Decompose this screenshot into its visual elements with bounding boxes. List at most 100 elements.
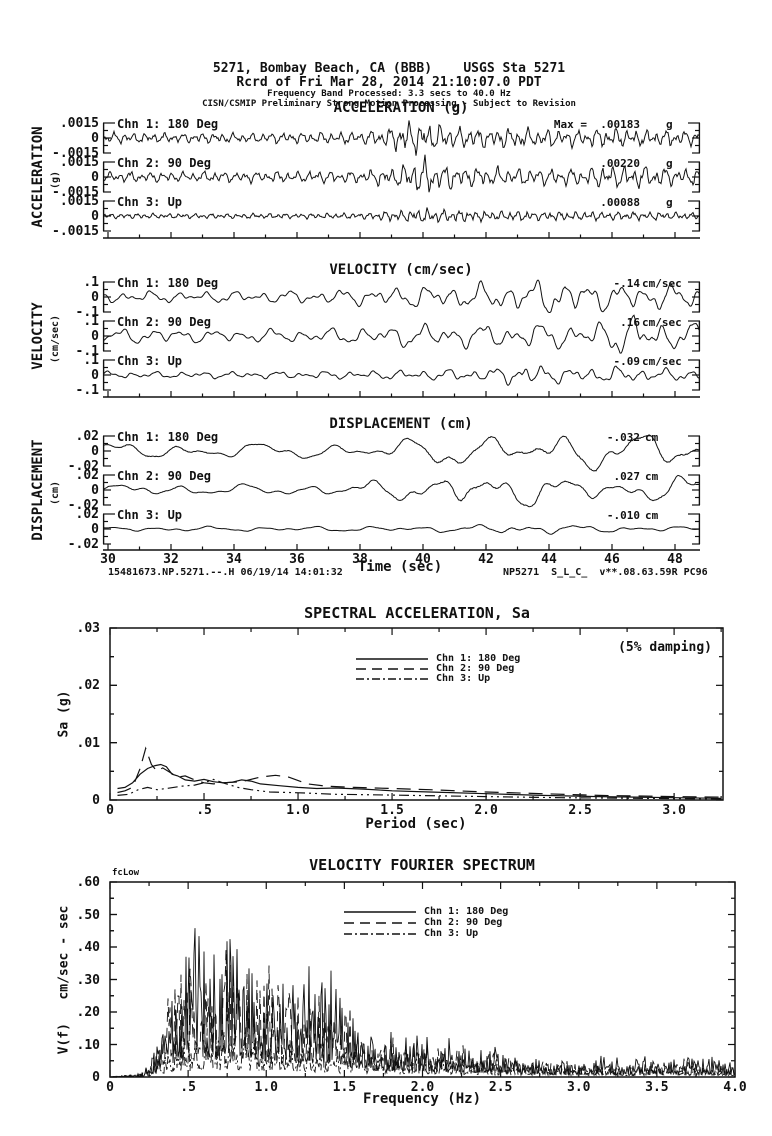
channel-label: Chn 1: 180 Deg <box>117 276 219 290</box>
peak-unit-label: cm <box>645 509 659 522</box>
trace-y-tick-label: .0015 <box>59 155 99 170</box>
time-tick-label: 38 <box>352 552 368 567</box>
peak-value-label: .027 <box>613 470 641 483</box>
time-tick-label: 40 <box>415 552 431 567</box>
peak-unit-label: cm/sec <box>642 316 682 329</box>
fourier-plot-title: VELOCITY FOURIER SPECTRUM <box>309 856 535 874</box>
velocity-traces-plot <box>102 279 701 398</box>
time-axis-label: Time (sec) <box>357 559 443 575</box>
peak-unit-label: g <box>666 157 673 170</box>
trace-y-tick-label: -.02 <box>67 537 99 552</box>
fourier-x-tick-label: 0 <box>106 1080 114 1095</box>
peak-unit-label: cm/sec <box>642 277 682 290</box>
trace-y-tick-label: 0 <box>91 522 99 537</box>
channel-label: Chn 3: Up <box>117 508 183 522</box>
record-timestamp: Rcrd of Fri Mar 28, 2014 21:10:07.0 PDT <box>236 75 542 90</box>
peak-value-label: -.032 <box>606 431 640 444</box>
legend-label: Chn 2: 90 Deg <box>436 663 515 674</box>
sa-x-tick-label: 2.0 <box>474 803 498 818</box>
fourier-y-tick-label: .10 <box>76 1037 100 1053</box>
trace-y-tick-label: .1 <box>83 353 99 368</box>
acceleration-traces-plot <box>102 120 701 239</box>
trace-y-tick-label: 0 <box>91 483 99 498</box>
spectral-acceleration-plot <box>109 627 724 801</box>
trace-y-tick-label: -.1 <box>75 344 99 359</box>
time-tick-label: 42 <box>478 552 494 567</box>
fourier-y-tick-label: .50 <box>76 907 100 923</box>
station-title: 5271, Bombay Beach, CA (BBB) USGS Sta 52… <box>212 61 566 76</box>
sa-y-tick-label: .02 <box>76 678 100 694</box>
trace-y-tick-label: 0 <box>91 209 99 224</box>
peak-unit-label: g <box>666 196 673 209</box>
fourier-x-tick-label: 2.5 <box>488 1080 513 1095</box>
sa-x-tick-label: 2.5 <box>568 803 592 818</box>
peak-unit-label: cm/sec <box>642 355 682 368</box>
trace-y-tick-label: .02 <box>75 429 99 444</box>
peak-value-label: .16 <box>620 316 640 329</box>
sa-plot-title: SPECTRAL ACCELERATION, Sa <box>304 604 530 622</box>
legend-label: Chn 1: 180 Deg <box>436 653 521 664</box>
peak-value-label: .00220 <box>600 157 640 170</box>
channel-label: Chn 2: 90 Deg <box>117 156 211 170</box>
fourier-y-tick-label: .20 <box>76 1005 100 1020</box>
legend-label: Chn 3: Up <box>424 928 479 939</box>
peak-unit-label: g <box>666 118 673 131</box>
processing-code-footer: NP5271 S_L_C_ v**.08.63.59R PC96 <box>503 567 708 578</box>
time-tick-label: 30 <box>100 552 116 567</box>
time-tick-label: 46 <box>604 552 620 567</box>
fourier-x-tick-label: 4.0 <box>723 1080 747 1095</box>
fourier-x-tick-label: .5 <box>180 1080 196 1095</box>
fourier-x-tick-label: 2.0 <box>410 1080 435 1095</box>
peak-value-label: Max = .00183 <box>553 118 640 131</box>
trace-y-tick-label: -.0015 <box>52 224 99 239</box>
frequency-band-note: Frequency Band Processed: 3.3 secs to 40… <box>267 89 511 99</box>
channel-label: Chn 2: 90 Deg <box>117 469 211 483</box>
channel-label: Chn 1: 180 Deg <box>117 117 219 131</box>
trace-y-tick-label: -.1 <box>75 305 99 320</box>
trace-y-tick-label: .02 <box>75 507 99 522</box>
time-tick-label: 34 <box>226 552 242 567</box>
trace-y-tick-label: -.0015 <box>52 146 99 161</box>
damping-note: (5% damping) <box>618 640 712 655</box>
legend-label: Chn 1: 180 Deg <box>424 906 509 917</box>
channel-label: Chn 2: 90 Deg <box>117 315 211 329</box>
fourier-x-tick-label: 1.0 <box>254 1080 278 1095</box>
fourier-x-tick-label: 3.5 <box>645 1080 669 1095</box>
trace-y-tick-label: .1 <box>83 275 99 290</box>
sa-y-tick-label: .01 <box>76 735 100 751</box>
trace-y-tick-label: -.02 <box>67 498 99 513</box>
trace-y-tick-label: 0 <box>91 170 99 185</box>
sa-x-tick-label: 0 <box>106 803 114 818</box>
trace-y-tick-label: .1 <box>83 314 99 329</box>
time-tick-label: 44 <box>541 552 557 567</box>
trace-y-tick-label: -.0015 <box>52 185 99 200</box>
legend-label: Chn 2: 90 Deg <box>424 917 503 928</box>
displacement-panel-title: DISPLACEMENT (cm) <box>329 416 473 432</box>
sa-y-tick-label: 0 <box>92 792 100 808</box>
trace-y-tick-label: 0 <box>91 329 99 344</box>
trace-y-tick-label: -.1 <box>75 383 99 398</box>
trace-y-tick-label: .02 <box>75 468 99 483</box>
fourier-y-tick-label: .40 <box>76 940 100 955</box>
fourier-y-tick-label: 0 <box>92 1070 100 1085</box>
velocity-panel-title: VELOCITY (cm/sec) <box>329 262 473 278</box>
trace-y-tick-label: .0015 <box>59 194 99 209</box>
peak-unit-label: cm <box>645 470 659 483</box>
channel-label: Chn 3: Up <box>117 354 183 368</box>
channel-label: Chn 3: Up <box>117 195 183 209</box>
trace-y-tick-label: 0 <box>91 368 99 383</box>
sa-x-tick-label: 1.0 <box>286 803 310 818</box>
acceleration-panel-title: ACCELERATION (g) <box>333 100 469 116</box>
velocity-fourier-spectrum-plot <box>109 881 736 1078</box>
peak-value-label: -.09 <box>613 355 641 368</box>
trace-y-tick-label: .0015 <box>59 116 99 131</box>
peak-unit-label: cm <box>645 431 659 444</box>
sa-x-axis-label: Period (sec) <box>365 816 467 832</box>
sa-x-tick-label: 3.0 <box>662 803 686 818</box>
sa-x-tick-label: 1.5 <box>380 803 404 818</box>
time-tick-label: 32 <box>163 552 179 567</box>
trace-y-tick-label: -.02 <box>67 459 99 474</box>
time-tick-label: 36 <box>289 552 305 567</box>
legend-label: Chn 3: Up <box>436 673 491 684</box>
